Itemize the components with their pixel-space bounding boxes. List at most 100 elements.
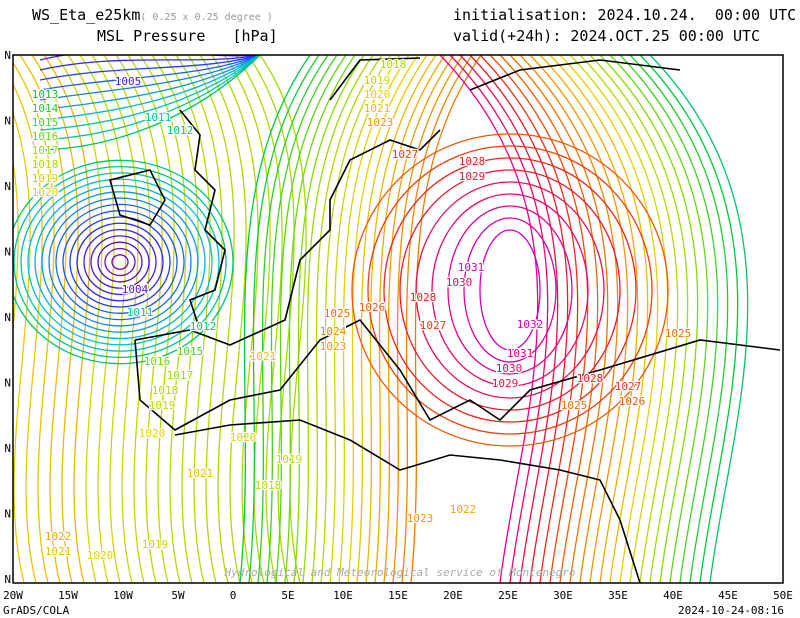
lat-tick-label: N <box>4 246 11 259</box>
isobar-label: 1021 <box>45 545 72 558</box>
isobar-label: 1026 <box>619 395 646 408</box>
isobar-line <box>479 229 541 351</box>
isobar-line <box>365 55 437 583</box>
isobar-line <box>111 254 129 270</box>
isobar-line <box>392 55 464 583</box>
isobar-line <box>13 159 19 338</box>
isobar-line <box>293 55 365 583</box>
isobar-line <box>367 145 653 435</box>
model-name: WS_Eta_e25km <box>32 6 141 24</box>
isobar-label: 1031 <box>458 261 485 274</box>
isobar-line <box>499 55 599 583</box>
isobar-line <box>39 55 261 101</box>
isobar-line <box>39 55 261 91</box>
lon-tick-label: 35E <box>608 589 628 602</box>
isobar-line <box>449 55 549 583</box>
isobar-label: 1020 <box>87 549 114 562</box>
isobar-label: 1018 <box>152 384 179 397</box>
isobar-line <box>97 241 143 283</box>
isobar-line <box>163 55 211 583</box>
lat-tick-label: N <box>4 49 11 62</box>
isobar-label: 1022 <box>45 530 72 543</box>
isobar-line <box>629 55 729 583</box>
isobar-label: 1014 <box>32 102 59 115</box>
isobar-label: 1029 <box>492 377 519 390</box>
isobar-line <box>55 203 185 321</box>
isobar-label: 1021 <box>250 350 277 363</box>
isobar-line <box>20 172 220 352</box>
isobar-line <box>13 166 227 358</box>
isobar-label: 1016 <box>32 130 59 143</box>
lat-tick-label: N <box>4 508 11 521</box>
isobar-label: 1020 <box>364 88 391 101</box>
isobar-line <box>62 210 178 314</box>
isobar-line <box>579 55 679 583</box>
isobar-label: 1023 <box>367 116 394 129</box>
isobar-line <box>239 55 311 583</box>
isobar-label: 1020 <box>230 431 257 444</box>
isobar-line <box>383 157 637 423</box>
lon-tick-label: 45E <box>718 589 738 602</box>
isobar-line <box>39 55 261 111</box>
isobar-line <box>31 55 79 583</box>
isobar-line <box>529 55 629 583</box>
isobar-label: 1028 <box>459 155 486 168</box>
axis-ticks: 20W 15W 10W 5W 0 5E 10E 15E 20E 25E 30E 35E 40E 45E 50… <box>3 49 793 602</box>
lon-tick-label: 30E <box>553 589 573 602</box>
isobar-line <box>639 55 739 583</box>
isobar-line <box>569 55 669 583</box>
lat-tick-label: N <box>4 573 11 586</box>
isobar-line <box>139 55 187 583</box>
isobar-label: 1015 <box>177 345 204 358</box>
isobar-line <box>549 55 649 583</box>
isobar-line <box>259 55 307 583</box>
isobar-label: 1012 <box>190 320 217 333</box>
isobar-label: 1011 <box>145 111 172 124</box>
isobar-line <box>559 55 659 583</box>
field-title: MSL Pressure [hPa] <box>97 27 278 45</box>
isobar-label: 1023 <box>407 512 434 525</box>
isobar-line <box>489 55 589 583</box>
isobar-line <box>34 184 206 340</box>
isobar-label: 1027 <box>615 380 642 393</box>
isobar-label: 1025 <box>561 399 588 412</box>
lon-tick-label: 5E <box>281 589 294 602</box>
isobar-line <box>374 55 446 583</box>
isobar-label: 1021 <box>187 467 214 480</box>
isobar-label: 1028 <box>410 291 437 304</box>
isobar-line <box>199 55 247 583</box>
isobar-line <box>401 55 473 583</box>
isobar-label: 1023 <box>320 340 347 353</box>
lon-tick-label: 20W <box>3 589 23 602</box>
isobar-label: 1020 <box>139 427 166 440</box>
isobar-label: 1021 <box>364 102 391 115</box>
coastlines <box>109 57 781 583</box>
isobar-line <box>76 222 164 302</box>
isobar-line <box>90 235 150 289</box>
isobar-line <box>43 55 91 583</box>
isobar-line <box>55 55 103 583</box>
isobar-label: 1012 <box>167 124 194 137</box>
isobar-line <box>39 55 261 141</box>
lat-tick-label: N <box>4 115 11 128</box>
isobar-line <box>41 191 199 333</box>
isobar-line <box>13 111 31 583</box>
isobar-line <box>248 55 320 583</box>
isobar-label: 1022 <box>450 503 477 516</box>
isobar-line <box>463 217 557 363</box>
isobar-label: 1030 <box>446 276 473 289</box>
isobar-label: 1028 <box>577 372 604 385</box>
isobar-labels: 1005101110121013101410151016101710181019… <box>31 57 693 564</box>
isobar-label: 1017 <box>167 369 194 382</box>
isobar-line <box>320 55 392 583</box>
isobar-line <box>69 216 171 308</box>
isobar-line <box>39 55 261 81</box>
isobar-label: 1013 <box>32 88 59 101</box>
footer-left: GrADS/COLA <box>3 604 70 617</box>
isobar-line <box>48 197 192 327</box>
isobar-label: 1018 <box>380 58 407 71</box>
isobar-label: 1031 <box>507 347 534 360</box>
isobar-line <box>351 133 669 447</box>
isobar-line <box>266 55 338 583</box>
isobar-line <box>479 55 579 583</box>
